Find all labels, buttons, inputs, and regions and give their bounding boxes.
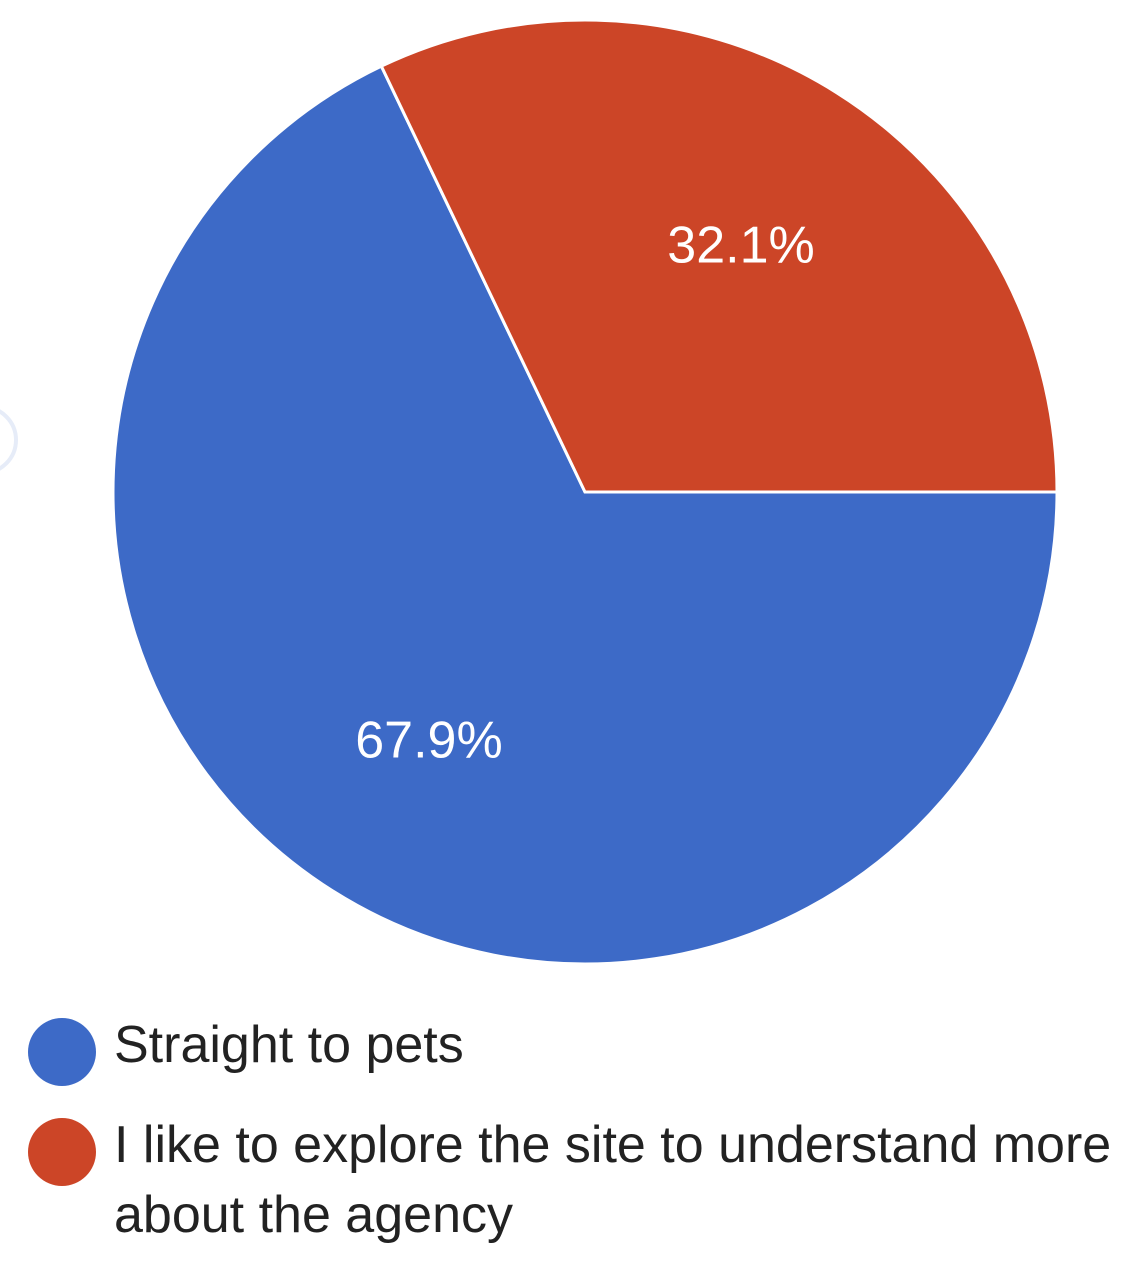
pie-chart-svg: 67.9% 32.1%	[111, 18, 1059, 966]
pie-slice-explore-site	[379, 18, 1059, 494]
slice-label-explore-site: 32.1%	[667, 216, 814, 274]
legend-item-straight-to-pets[interactable]: Straight to pets	[28, 1010, 1118, 1086]
legend-label: Straight to pets	[114, 1016, 464, 1074]
legend-item-explore-site[interactable]: I like to explore the site to understand…	[28, 1110, 1118, 1250]
pie-chart: 67.9% 32.1%	[0, 18, 1059, 966]
legend-swatch-icon	[28, 1018, 96, 1086]
legend: Straight to pets I like to explore the s…	[28, 1010, 1118, 1274]
pie-slice-straight-to-pets	[111, 64, 1059, 966]
slice-label-straight-to-pets: 67.9%	[355, 712, 502, 770]
legend-label: I like to explore the site to understand…	[114, 1116, 1112, 1244]
legend-swatch-icon	[28, 1118, 96, 1186]
